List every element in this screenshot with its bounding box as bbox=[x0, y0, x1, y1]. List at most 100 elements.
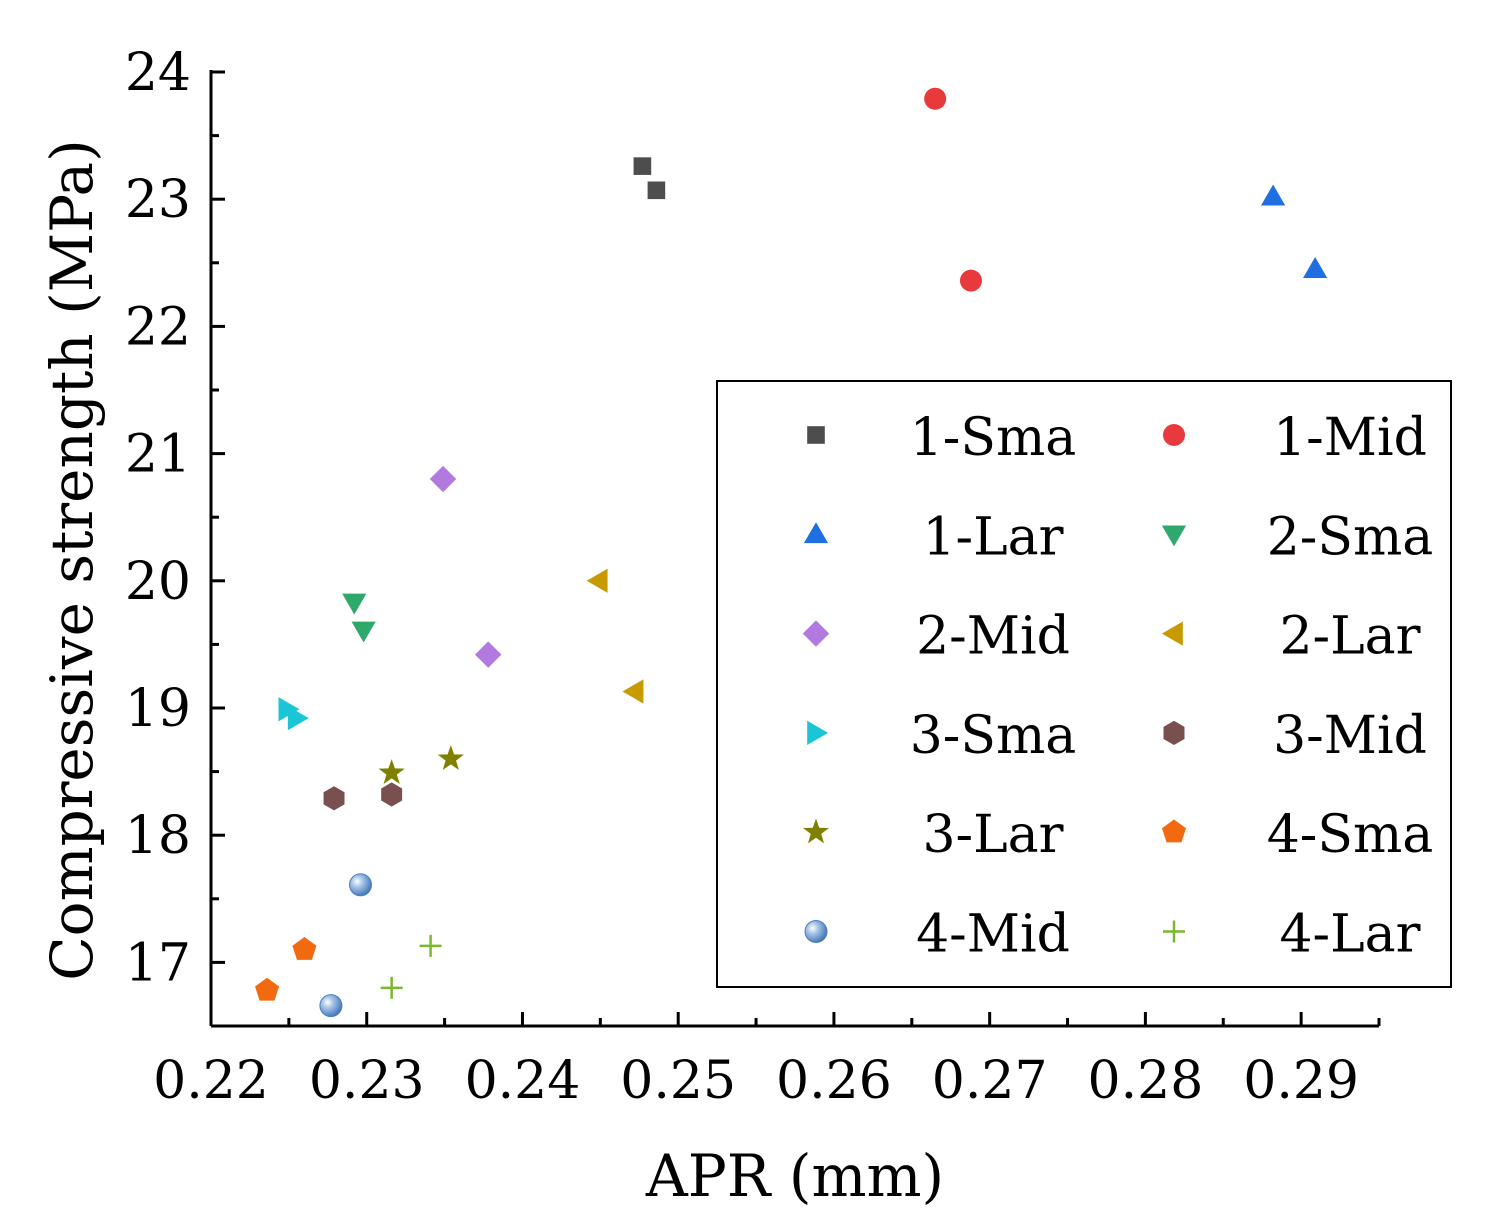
legend-label-3-lar: 3-Lar bbox=[922, 805, 1063, 865]
point-2-mid-1 bbox=[429, 465, 457, 493]
point-3-lar-1 bbox=[378, 759, 405, 784]
legend-label-1-sma: 1-Sma bbox=[910, 408, 1077, 468]
legend-marker-1-sma-shape bbox=[807, 426, 825, 444]
point-4-sma-2-shape bbox=[292, 937, 317, 960]
legend-marker-3-mid-shape bbox=[1163, 720, 1185, 745]
y-tick-label: 23 bbox=[125, 170, 191, 230]
legend-marker-3-sma bbox=[807, 720, 829, 745]
y-tick-label: 17 bbox=[125, 933, 191, 993]
legend-box bbox=[716, 380, 1452, 988]
legend-marker-1-lar-shape bbox=[803, 522, 829, 544]
point-4-mid-1-shape bbox=[349, 873, 373, 897]
y-axis-ticks: 17 18 19 20 21 22 23 24 bbox=[125, 43, 225, 1028]
legend-marker-2-lar-shape bbox=[1161, 621, 1183, 646]
legend-label-4-mid: 4-Mid bbox=[916, 905, 1070, 965]
point-2-sma-2-shape bbox=[351, 621, 376, 643]
axes bbox=[209, 70, 1379, 1028]
legend-label-4-sma: 4-Sma bbox=[1267, 805, 1434, 865]
legend-label-2-lar: 2-Lar bbox=[1279, 607, 1420, 667]
legend-label-2-mid: 2-Mid bbox=[916, 607, 1070, 667]
legend-marker-2-mid-shape bbox=[802, 620, 830, 647]
legend-marker-2-sma-shape bbox=[1161, 525, 1187, 547]
x-tick-label: 0.28 bbox=[1088, 1051, 1204, 1111]
point-3-mid-2 bbox=[381, 782, 403, 807]
point-3-mid-1 bbox=[323, 786, 345, 811]
point-3-sma-2-shape bbox=[287, 706, 309, 731]
x-tick-label: 0.24 bbox=[465, 1051, 581, 1111]
point-2-lar-1 bbox=[586, 568, 608, 593]
x-tick-label: 0.23 bbox=[309, 1051, 425, 1111]
point-4-sma-1-shape bbox=[255, 977, 280, 1001]
point-2-sma-1-shape bbox=[342, 593, 367, 615]
legend-label-1-lar: 1-Lar bbox=[922, 507, 1063, 567]
legend-marker-4-mid-shape bbox=[804, 920, 828, 943]
point-2-mid-2-shape bbox=[475, 641, 502, 668]
legend-marker-2-sma bbox=[1161, 525, 1187, 547]
y-tick-label: 19 bbox=[125, 679, 191, 739]
point-4-mid-1 bbox=[349, 873, 373, 897]
legend-marker-4-lar bbox=[1163, 920, 1185, 943]
legend: 1-Sma 1-Mid 1-Lar 2-Sma 2-Mid 2-Lar 3-Sma 3-Mid… bbox=[716, 380, 1452, 988]
y-axis-title: Compressive strength (MPa) bbox=[38, 139, 106, 980]
legend-label-3-mid: 3-Mid bbox=[1273, 706, 1427, 766]
point-3-lar-2 bbox=[437, 745, 464, 771]
x-axis-title: APR (mm) bbox=[645, 1142, 944, 1210]
point-2-lar-2-shape bbox=[622, 679, 644, 704]
legend-marker-1-mid-shape bbox=[1163, 424, 1185, 446]
x-tick-label: 0.25 bbox=[620, 1051, 736, 1111]
x-tick-label: 0.26 bbox=[776, 1051, 892, 1111]
point-4-lar-2 bbox=[419, 934, 442, 957]
legend-label-3-sma: 3-Sma bbox=[910, 706, 1077, 766]
legend-label-2-sma: 2-Sma bbox=[1267, 507, 1434, 567]
legend-marker-4-sma bbox=[1161, 819, 1187, 843]
legend-marker-2-mid bbox=[802, 620, 830, 647]
x-tick-label: 0.27 bbox=[932, 1051, 1048, 1111]
point-3-mid-2-shape bbox=[381, 782, 403, 807]
y-tick-label: 18 bbox=[125, 806, 191, 866]
point-1-mid-2 bbox=[959, 269, 982, 292]
point-1-sma-1 bbox=[633, 157, 652, 175]
legend-marker-3-sma-shape bbox=[807, 720, 829, 745]
point-1-lar-2-shape bbox=[1303, 257, 1328, 278]
y-tick-label: 22 bbox=[125, 297, 191, 357]
point-3-mid-1-shape bbox=[323, 786, 345, 811]
point-4-mid-2 bbox=[319, 994, 343, 1018]
legend-marker-1-sma bbox=[807, 426, 825, 444]
point-1-lar-2 bbox=[1303, 257, 1328, 278]
point-2-sma-1 bbox=[342, 593, 367, 615]
point-1-mid-2-shape bbox=[959, 269, 982, 292]
point-2-lar-2 bbox=[622, 679, 644, 704]
legend-marker-4-sma-shape bbox=[1161, 819, 1187, 843]
legend-marker-2-lar bbox=[1161, 621, 1183, 646]
point-2-mid-2 bbox=[475, 641, 502, 668]
legend-marker-1-lar bbox=[803, 522, 829, 544]
point-4-mid-2-shape bbox=[319, 994, 343, 1018]
point-2-sma-2 bbox=[351, 621, 376, 643]
point-1-mid-1-shape bbox=[924, 87, 947, 110]
legend-marker-1-mid bbox=[1163, 424, 1185, 446]
point-4-sma-2 bbox=[292, 937, 317, 960]
x-tick-label: 0.22 bbox=[153, 1051, 269, 1111]
legend-marker-3-lar bbox=[802, 818, 830, 844]
point-3-lar-2-shape bbox=[437, 745, 464, 771]
point-1-lar-1 bbox=[1261, 184, 1286, 206]
legend-marker-4-mid bbox=[804, 920, 828, 943]
point-2-mid-1-shape bbox=[429, 465, 457, 493]
point-1-sma-2-shape bbox=[647, 181, 666, 200]
x-tick-label: 0.29 bbox=[1243, 1051, 1359, 1111]
point-1-mid-1 bbox=[924, 87, 947, 110]
y-tick-label: 20 bbox=[125, 552, 191, 612]
point-1-sma-2 bbox=[647, 181, 666, 200]
point-3-sma-2 bbox=[287, 706, 309, 731]
point-4-lar-1 bbox=[380, 976, 403, 999]
point-2-lar-1-shape bbox=[586, 568, 608, 593]
legend-label-1-mid: 1-Mid bbox=[1273, 408, 1427, 468]
point-1-lar-1-shape bbox=[1261, 184, 1286, 206]
legend-label-4-lar: 4-Lar bbox=[1279, 905, 1420, 965]
y-tick-label: 24 bbox=[125, 43, 191, 103]
legend-marker-3-mid bbox=[1163, 720, 1185, 745]
point-3-lar-1-shape bbox=[378, 759, 405, 784]
point-1-sma-1-shape bbox=[633, 157, 652, 175]
data-points bbox=[255, 87, 1328, 1018]
